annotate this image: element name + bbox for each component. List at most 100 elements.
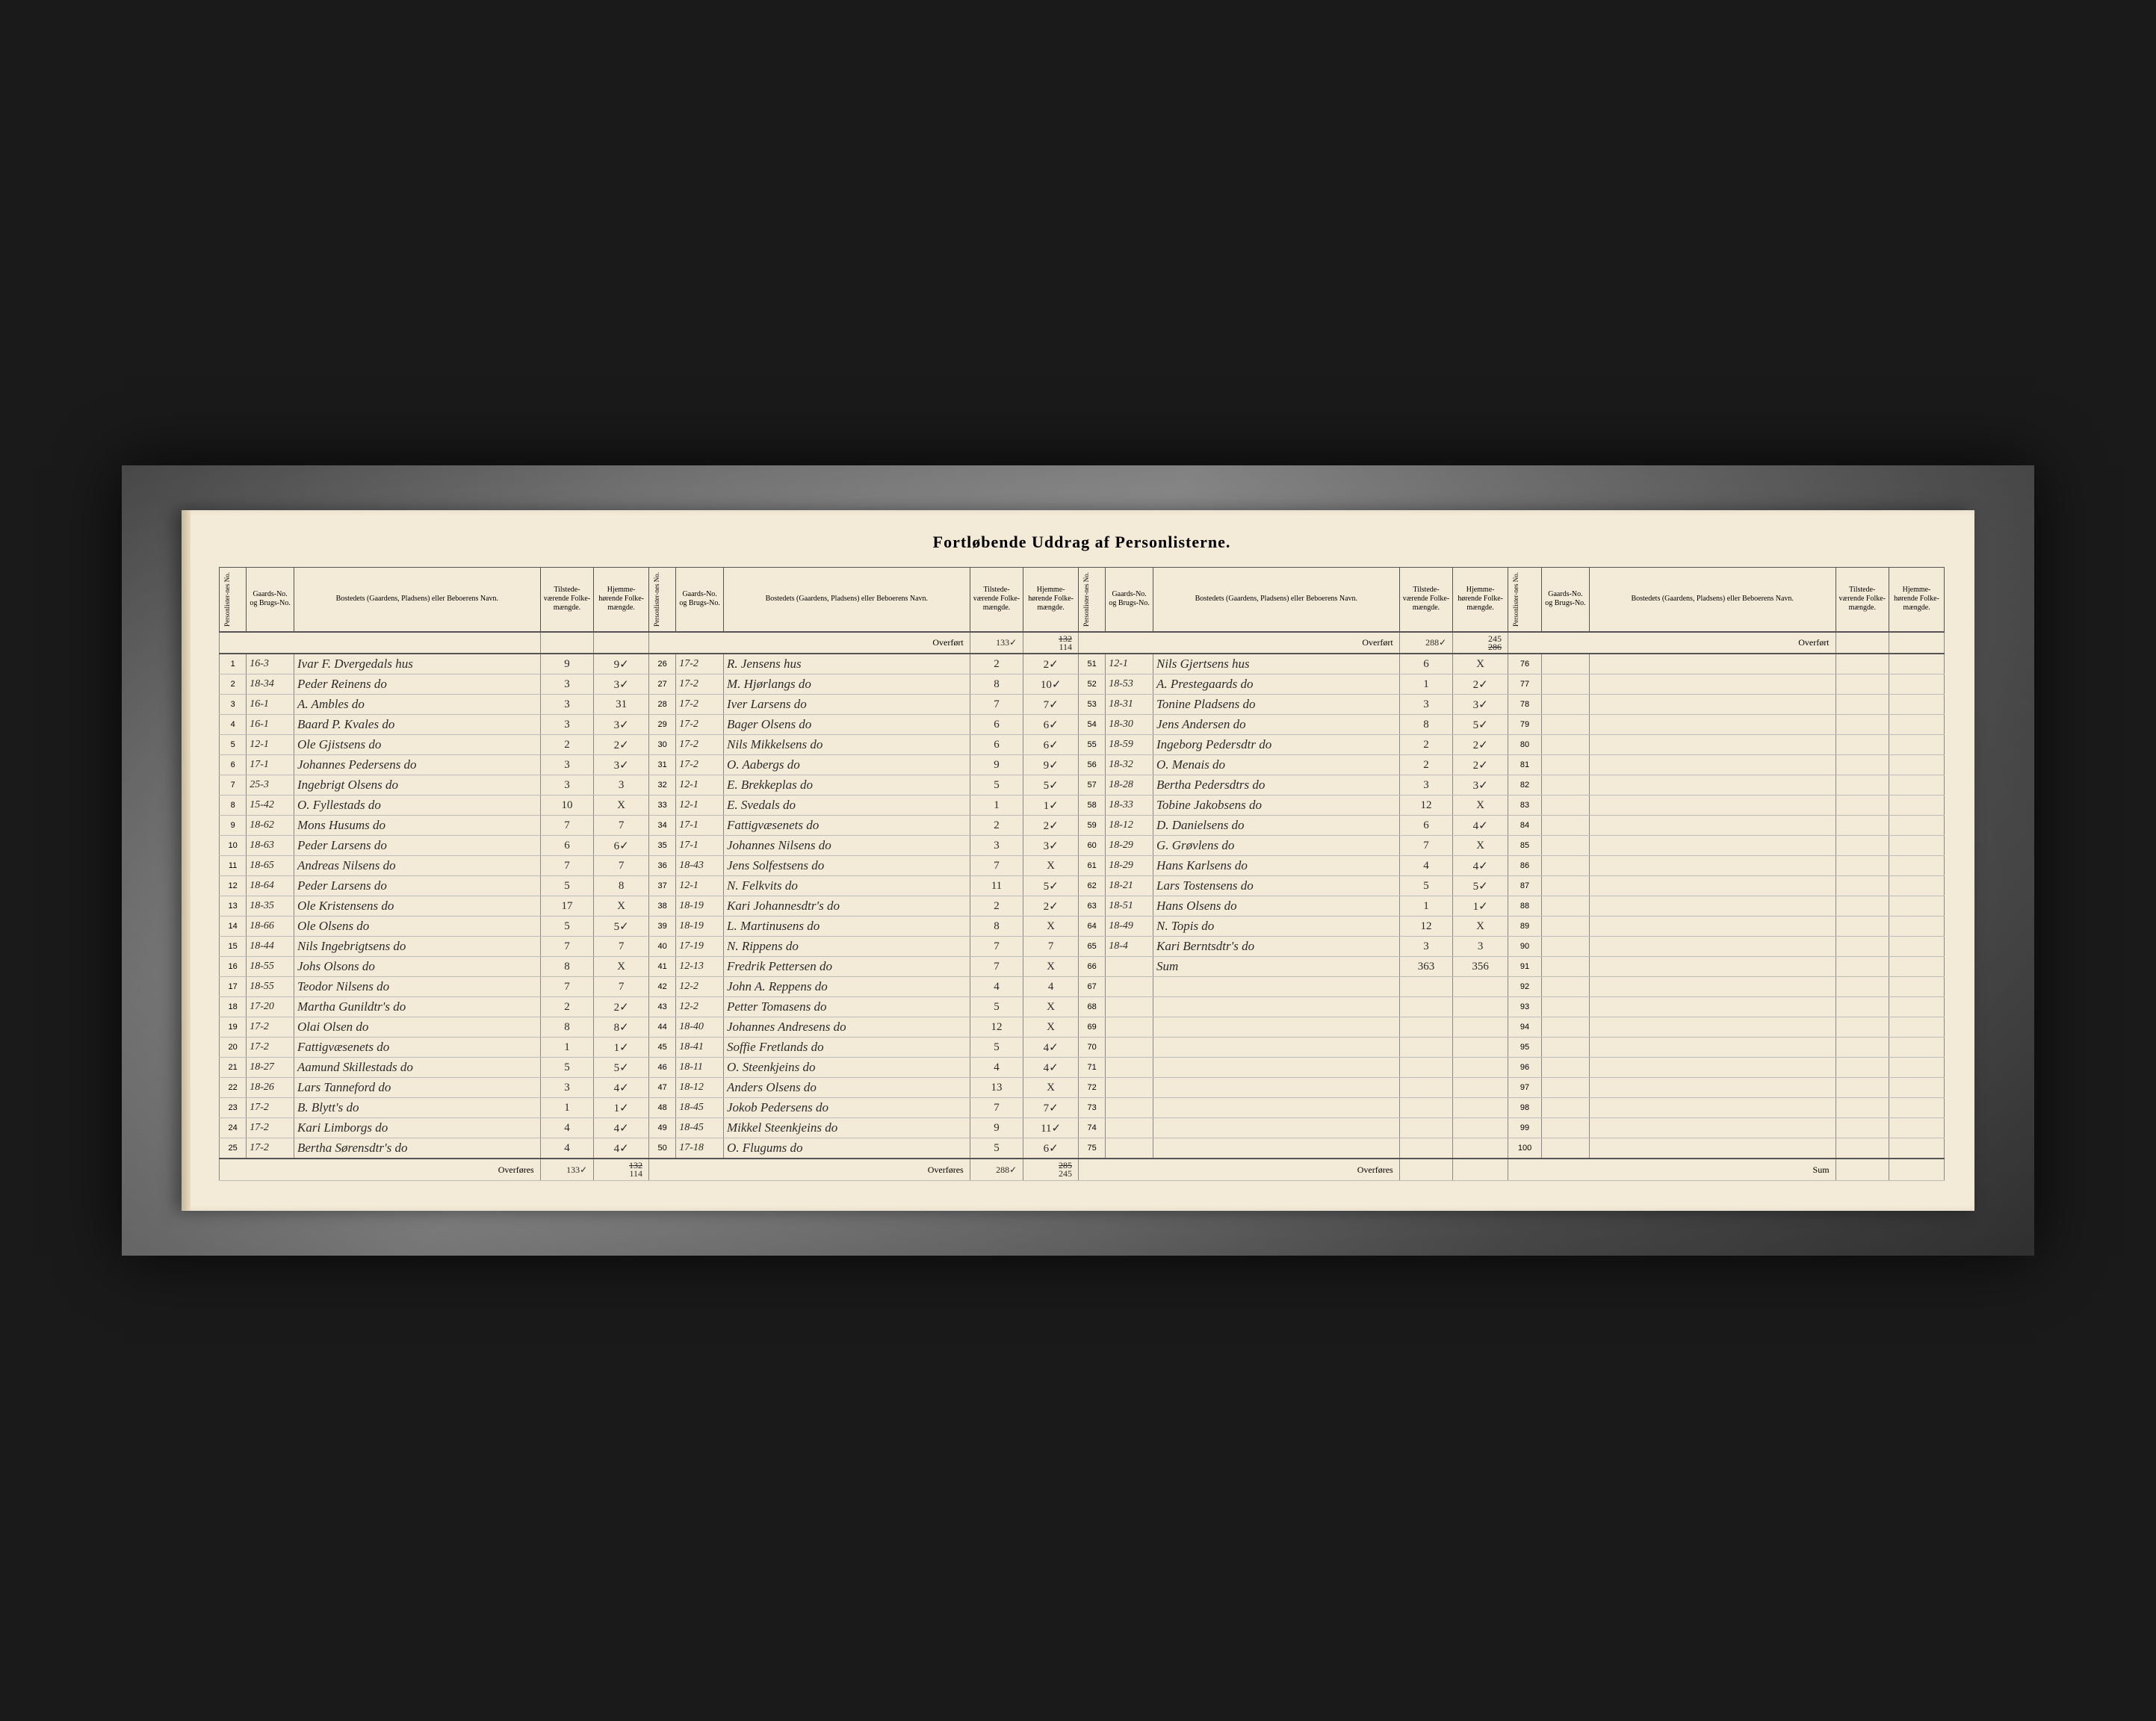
cell-name: Jens Solfestsens do [723, 856, 970, 876]
cell-hjemme: 6✓ [1023, 715, 1079, 735]
cell-rownum: 71 [1079, 1058, 1106, 1078]
cell-rownum: 60 [1079, 836, 1106, 856]
cell-rownum: 86 [1508, 856, 1542, 876]
cell-tilstede: 3 [1399, 937, 1453, 957]
cell-rownum: 46 [649, 1058, 676, 1078]
overfores-t-2: 288✓ [970, 1159, 1023, 1180]
cell-gaard: 18-19 [676, 896, 724, 917]
cell-tilstede: 7 [540, 856, 594, 876]
cell-gaard: 18-62 [247, 816, 294, 836]
cell-hjemme: X [1023, 856, 1079, 876]
cell-gaard: 18-4 [1106, 937, 1153, 957]
cell-rownum: 62 [1079, 876, 1106, 896]
cell-hjemme: 2✓ [1023, 654, 1079, 675]
cell-tilstede: 1 [1399, 896, 1453, 917]
cell-gaard [1542, 715, 1590, 735]
table-row: 1418-66Ole Olsens do55✓3918-19L. Martinu… [220, 917, 1945, 937]
cell-tilstede: 2 [1399, 735, 1453, 755]
cell-rownum: 37 [649, 876, 676, 896]
cell-rownum: 100 [1508, 1138, 1542, 1159]
cell-name: Johannes Pedersens do [294, 755, 540, 775]
cell-gaard: 18-19 [676, 917, 724, 937]
cell-hjemme: 7 [594, 816, 649, 836]
hdr-bosted-4: Bostedets (Gaardens, Pladsens) eller Beb… [1589, 568, 1836, 632]
cell-gaard: 17-2 [247, 1118, 294, 1138]
cell-gaard: 18-63 [247, 836, 294, 856]
hdr-hjemme-1: Hjemme-hørende Folke-mængde. [594, 568, 649, 632]
cell-hjemme [1453, 1098, 1508, 1118]
cell-rownum: 45 [649, 1038, 676, 1058]
table-row: 918-62Mons Husums do773417-1Fattigvæsene… [220, 816, 1945, 836]
cell-hjemme: 9✓ [1023, 755, 1079, 775]
cell-gaard [1542, 917, 1590, 937]
cell-name: Iver Larsens do [723, 695, 970, 715]
cell-gaard [1106, 1078, 1153, 1098]
cell-gaard [1542, 796, 1590, 816]
cell-tilstede [1836, 917, 1889, 937]
table-row: 2417-2Kari Limborgs do44✓4918-45Mikkel S… [220, 1118, 1945, 1138]
cell-hjemme [1889, 735, 1945, 755]
cell-gaard [1106, 1058, 1153, 1078]
hdr-listnr-4: Personlister-nes No. [1511, 571, 1522, 628]
cell-tilstede: 9 [540, 654, 594, 675]
cell-rownum: 38 [649, 896, 676, 917]
overfort-label-4: Overført [1508, 632, 1836, 654]
cell-gaard [1542, 937, 1590, 957]
cell-rownum: 29 [649, 715, 676, 735]
cell-rownum: 52 [1079, 675, 1106, 695]
cell-name: Aamund Skillestads do [294, 1058, 540, 1078]
cell-name [1589, 816, 1836, 836]
cell-hjemme: 1✓ [594, 1038, 649, 1058]
cell-name [1589, 715, 1836, 735]
cell-name [1589, 1058, 1836, 1078]
cell-name [1153, 1138, 1399, 1159]
cell-hjemme: 3✓ [1453, 775, 1508, 796]
cell-name: A. Prestegaards do [1153, 675, 1399, 695]
cell-gaard: 12-13 [676, 957, 724, 977]
cell-tilstede [1836, 937, 1889, 957]
cell-hjemme: X [1453, 836, 1508, 856]
cell-rownum: 26 [649, 654, 676, 675]
cell-gaard: 18-34 [247, 675, 294, 695]
cell-hjemme: 5✓ [1023, 775, 1079, 796]
hdr-tilstede-4: Tilstede-værende Folke-mængde. [1836, 568, 1889, 632]
cell-gaard: 18-49 [1106, 917, 1153, 937]
cell-tilstede: 8 [970, 917, 1023, 937]
cell-rownum: 50 [649, 1138, 676, 1159]
cell-name: N. Rippens do [723, 937, 970, 957]
cell-hjemme [1889, 715, 1945, 735]
cell-tilstede: 3 [540, 695, 594, 715]
cell-rownum: 20 [220, 1038, 247, 1058]
cell-name: Tobine Jakobsens do [1153, 796, 1399, 816]
cell-hjemme: 6✓ [1023, 1138, 1079, 1159]
cell-gaard: 18-66 [247, 917, 294, 937]
cell-hjemme: 7 [594, 937, 649, 957]
cell-gaard [1106, 1017, 1153, 1038]
cell-hjemme: 3✓ [594, 715, 649, 735]
cell-tilstede: 5 [970, 1138, 1023, 1159]
cell-rownum: 94 [1508, 1017, 1542, 1038]
cell-rownum: 80 [1508, 735, 1542, 755]
cell-rownum: 24 [220, 1118, 247, 1138]
cell-rownum: 98 [1508, 1098, 1542, 1118]
cell-gaard: 18-40 [676, 1017, 724, 1038]
overfort-t-4 [1836, 632, 1889, 654]
cell-name [1589, 775, 1836, 796]
cell-name: D. Danielsens do [1153, 816, 1399, 836]
overfort-label-3: Overført [1079, 632, 1400, 654]
cell-hjemme: 4✓ [594, 1138, 649, 1159]
cell-hjemme: 1✓ [594, 1098, 649, 1118]
cell-gaard [1542, 977, 1590, 997]
cell-rownum: 97 [1508, 1078, 1542, 1098]
cell-hjemme [1453, 997, 1508, 1017]
overfores-h-3 [1453, 1159, 1508, 1180]
cell-gaard: 25-3 [247, 775, 294, 796]
cell-tilstede [1399, 1058, 1453, 1078]
cell-hjemme [1889, 876, 1945, 896]
cell-rownum: 21 [220, 1058, 247, 1078]
cell-name [1589, 654, 1836, 675]
cell-hjemme: 7✓ [1023, 1098, 1079, 1118]
cell-gaard: 17-1 [247, 755, 294, 775]
cell-hjemme: 4✓ [594, 1078, 649, 1098]
cell-name: Olai Olsen do [294, 1017, 540, 1038]
